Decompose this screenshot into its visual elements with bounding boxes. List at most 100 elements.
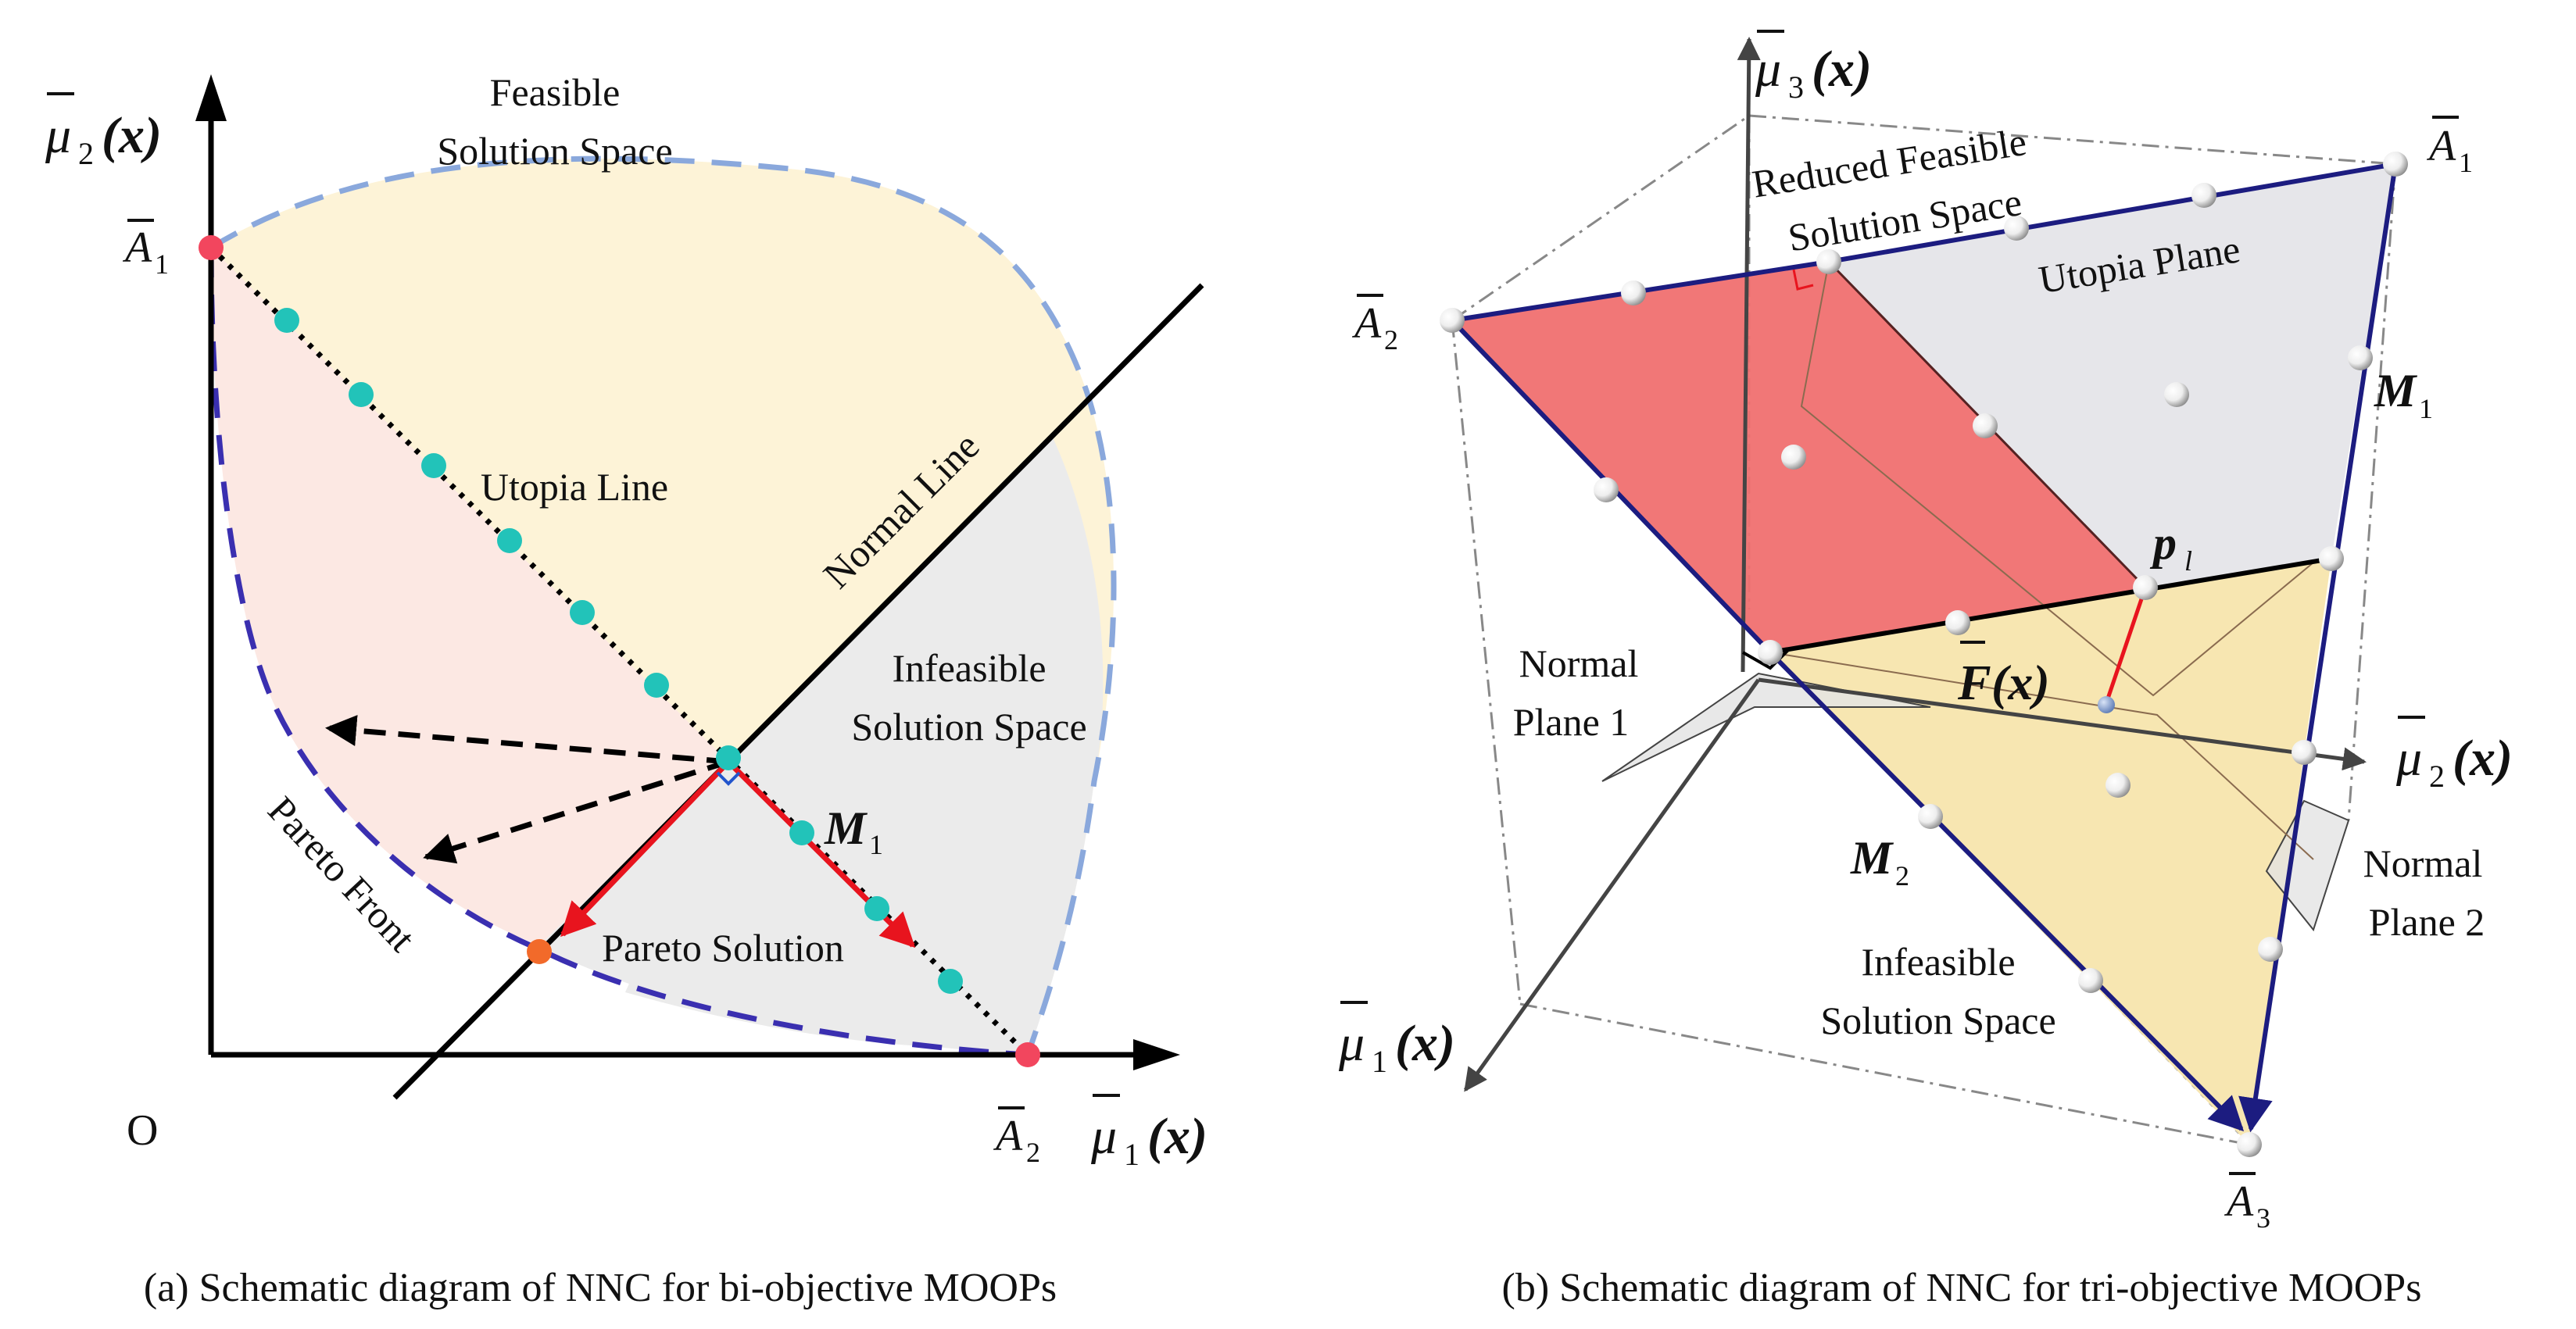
y-axis-label: μ 2 (x) — [45, 92, 162, 171]
pareto-front-curve — [208, 247, 1029, 1058]
svg-text:A: A — [122, 223, 152, 272]
caption-a: (a) Schematic diagram of NNC for bi-obje… — [144, 1266, 1057, 1310]
utopia-point — [497, 528, 522, 553]
m1-arrow — [2238, 163, 2398, 1133]
normal-plane-1-label-1: Normal — [1519, 641, 1639, 685]
svg-text:μ: μ — [1755, 41, 1781, 98]
mu3-axis — [1737, 37, 1761, 673]
infeasible-b-label-2: Solution Space — [1820, 999, 2055, 1042]
svg-text:2: 2 — [1384, 324, 1398, 355]
infeasible-label-1: Infeasible — [892, 646, 1046, 690]
mu1-axis — [1463, 678, 1761, 1092]
utopia-point — [644, 673, 669, 698]
svg-text:3: 3 — [2256, 1202, 2270, 1234]
svg-text:2: 2 — [1895, 860, 1909, 891]
panel-b: μ 3 (x) μ 2 (x) μ 1 (x) A 1 A 2 A — [1338, 30, 2513, 1310]
svg-text:(x): (x) — [1395, 1015, 1455, 1072]
svg-text:1: 1 — [2419, 393, 2433, 424]
origin-label: O — [127, 1106, 158, 1155]
normal-plane-2 — [2265, 799, 2350, 932]
svg-text:(x): (x) — [1991, 655, 2050, 710]
utopia-point — [570, 600, 595, 625]
plane-point — [2292, 740, 2317, 765]
normal-plane-1-label-2: Plane 1 — [1513, 700, 1630, 744]
panel-a: Feasible Solution Space Utopia Line Norm… — [45, 70, 1208, 1310]
svg-text:A: A — [1351, 299, 1382, 348]
feasible-boundary — [209, 155, 1117, 1056]
pareto-region — [211, 248, 728, 945]
plane-point — [2383, 152, 2408, 177]
m1-label: M 1 — [824, 802, 883, 860]
a1-label-b: A 1 — [2426, 116, 2473, 178]
svg-text:2: 2 — [1026, 1137, 1040, 1168]
plane-point — [1594, 477, 1619, 502]
svg-text:l: l — [2184, 545, 2192, 577]
svg-text:A: A — [2426, 122, 2456, 170]
a3-label: A 3 — [2224, 1172, 2270, 1234]
normal-plane-2-label-2: Plane 2 — [2369, 900, 2485, 944]
utopia-point — [938, 969, 963, 994]
svg-text:(x): (x) — [2453, 730, 2513, 787]
utopia-points — [274, 308, 963, 994]
svg-text:F: F — [1957, 655, 1991, 710]
infeasible-b-label-1: Infeasible — [1861, 940, 2015, 984]
utopia-plane — [1829, 164, 2395, 588]
plane-point — [1440, 308, 1465, 333]
feasible-label-1: Feasible — [490, 70, 621, 114]
a1-label: A 1 — [122, 219, 169, 280]
svg-text:M: M — [1850, 832, 1894, 884]
plane-point — [2319, 546, 2344, 571]
normal-plane-1 — [1601, 672, 1931, 782]
plane-point — [2133, 575, 2158, 600]
plane-point — [2106, 773, 2131, 798]
fx-point — [2098, 696, 2115, 713]
m2-arrow — [1768, 650, 2245, 1132]
a2-label: A 2 — [993, 1106, 1040, 1168]
pl-label: p l — [2149, 517, 2192, 577]
normal-line — [392, 283, 1204, 1100]
svg-text:2: 2 — [2429, 759, 2445, 794]
utopia-point — [716, 745, 741, 770]
caption-b: (b) Schematic diagram of NNC for tri-obj… — [1502, 1266, 2422, 1310]
svg-text:1: 1 — [1372, 1044, 1387, 1079]
x-axis-label: μ 1 (x) — [1090, 1094, 1208, 1172]
plane-point — [1758, 640, 1783, 665]
svg-text:1: 1 — [2459, 147, 2473, 178]
plane-point — [2348, 345, 2373, 370]
plane-point — [2004, 216, 2029, 241]
plane-point — [1918, 804, 1943, 829]
red-arrow-normal — [560, 759, 731, 938]
svg-text:M: M — [824, 802, 868, 854]
svg-text:2: 2 — [78, 136, 94, 171]
utopia-line — [209, 245, 1030, 1057]
utopia-point — [421, 453, 446, 478]
svg-text:3: 3 — [1788, 70, 1804, 105]
m2-label: M 2 — [1850, 832, 1909, 891]
mu2-axis — [1758, 677, 2367, 771]
pl-to-fx-line — [2104, 587, 2148, 704]
plane-point — [2258, 937, 2283, 962]
plane-point — [1945, 610, 1970, 635]
utopia-line-label: Utopia Line — [481, 465, 668, 509]
normal-plane-2-label-1: Normal — [2363, 841, 2483, 885]
mu2-label: μ 2 (x) — [2395, 716, 2513, 794]
pareto-solution-point — [527, 939, 552, 964]
svg-text:1: 1 — [155, 248, 169, 280]
svg-text:μ: μ — [45, 107, 71, 164]
utopia-point — [349, 382, 374, 407]
dashed-arrow-2 — [423, 759, 730, 864]
svg-text:(x): (x) — [1147, 1108, 1208, 1165]
plane-point — [2191, 183, 2216, 208]
svg-text:A: A — [993, 1112, 1023, 1160]
svg-text:μ: μ — [1090, 1108, 1117, 1165]
mu1-label: μ 1 (x) — [1338, 1001, 1455, 1079]
plane-point — [1816, 249, 1841, 274]
m1-label-b: M 1 — [2374, 365, 2433, 424]
utopia-point — [274, 308, 299, 333]
infeasible-label-2: Solution Space — [851, 705, 1086, 748]
svg-text:A: A — [2224, 1177, 2254, 1226]
utopia-point — [789, 820, 814, 845]
plane-point — [1973, 413, 1998, 438]
mu3-label: μ 3 (x) — [1755, 30, 1872, 105]
